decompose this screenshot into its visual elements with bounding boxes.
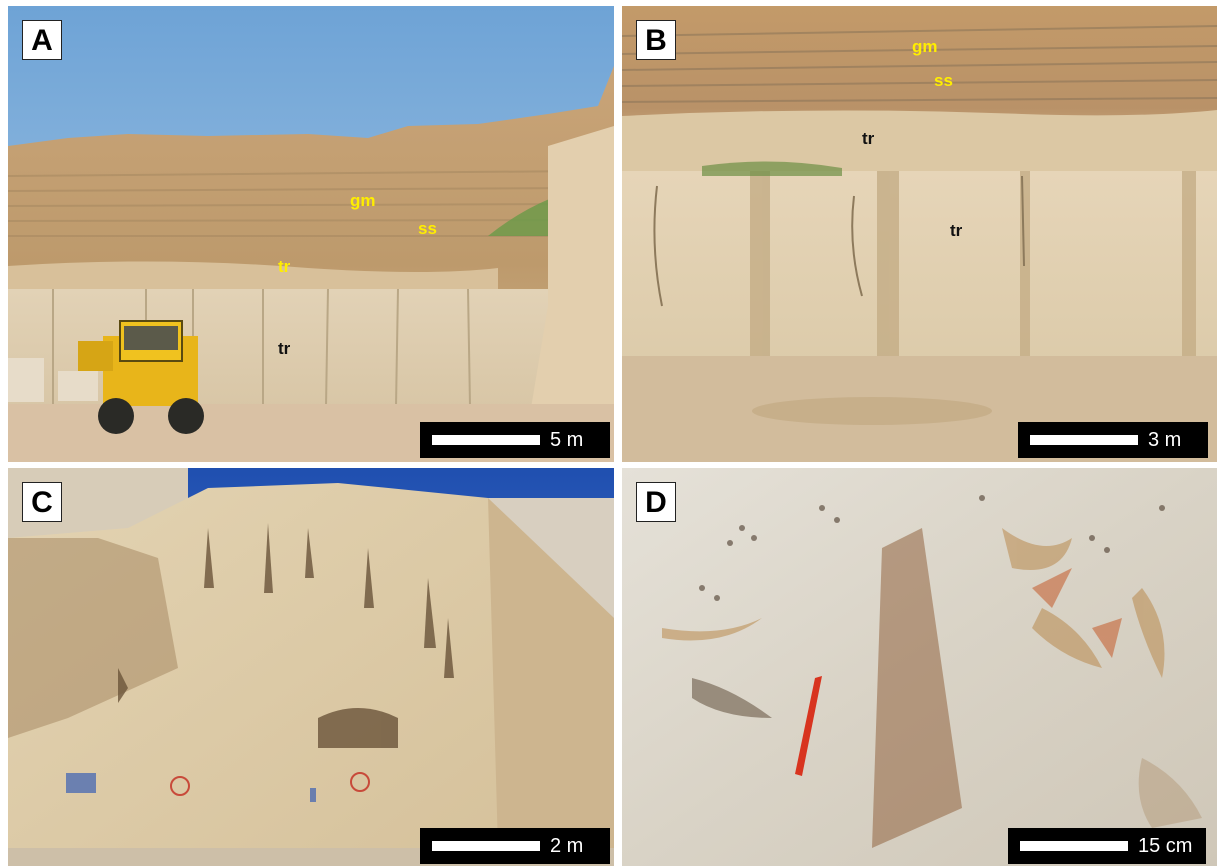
scale-bar-a: 5 m: [420, 422, 610, 458]
scale-bar-b: 3 m: [1018, 422, 1208, 458]
panel-a: A gm ss tr tr 5 m: [8, 6, 614, 462]
panel-c: C 2 m: [8, 468, 614, 866]
panel-b: B gm ss tr tr 3 m: [622, 6, 1217, 462]
label-tr-upper: tr: [862, 129, 875, 148]
scale-label: 3 m: [1148, 429, 1182, 451]
label-gm: gm: [350, 191, 376, 210]
label-gm: gm: [912, 37, 938, 56]
panel-letter-d: D: [636, 482, 676, 522]
scale-bar-line: [1030, 435, 1138, 445]
label-ss: ss: [934, 71, 953, 90]
label-ss: ss: [418, 219, 437, 238]
quarry-photo-b: [622, 6, 1217, 462]
panel-letter-a: A: [22, 20, 62, 60]
scale-bar-line: [432, 435, 540, 445]
travertine-block-photo-c: [8, 468, 614, 866]
quarry-photo-a: [8, 6, 614, 462]
label-tr-lower: tr: [278, 339, 291, 358]
scale-label: 5 m: [550, 429, 584, 451]
scale-label: 2 m: [550, 835, 584, 857]
panel-letter-c: C: [22, 482, 62, 522]
scale-bar-line: [1020, 841, 1128, 851]
travertine-closeup-photo-d: [622, 468, 1217, 866]
panel-d: D 15 cm: [622, 468, 1217, 866]
label-tr-upper: tr: [278, 257, 291, 276]
pen-scale-object: [795, 676, 822, 776]
panel-letter-b: B: [636, 20, 676, 60]
scale-label: 15 cm: [1138, 835, 1193, 857]
scale-bar-c: 2 m: [420, 828, 610, 864]
label-tr-lower: tr: [950, 221, 963, 240]
scale-bar-d: 15 cm: [1008, 828, 1206, 864]
loader-vehicle: [78, 320, 204, 434]
scale-bar-line: [432, 841, 540, 851]
